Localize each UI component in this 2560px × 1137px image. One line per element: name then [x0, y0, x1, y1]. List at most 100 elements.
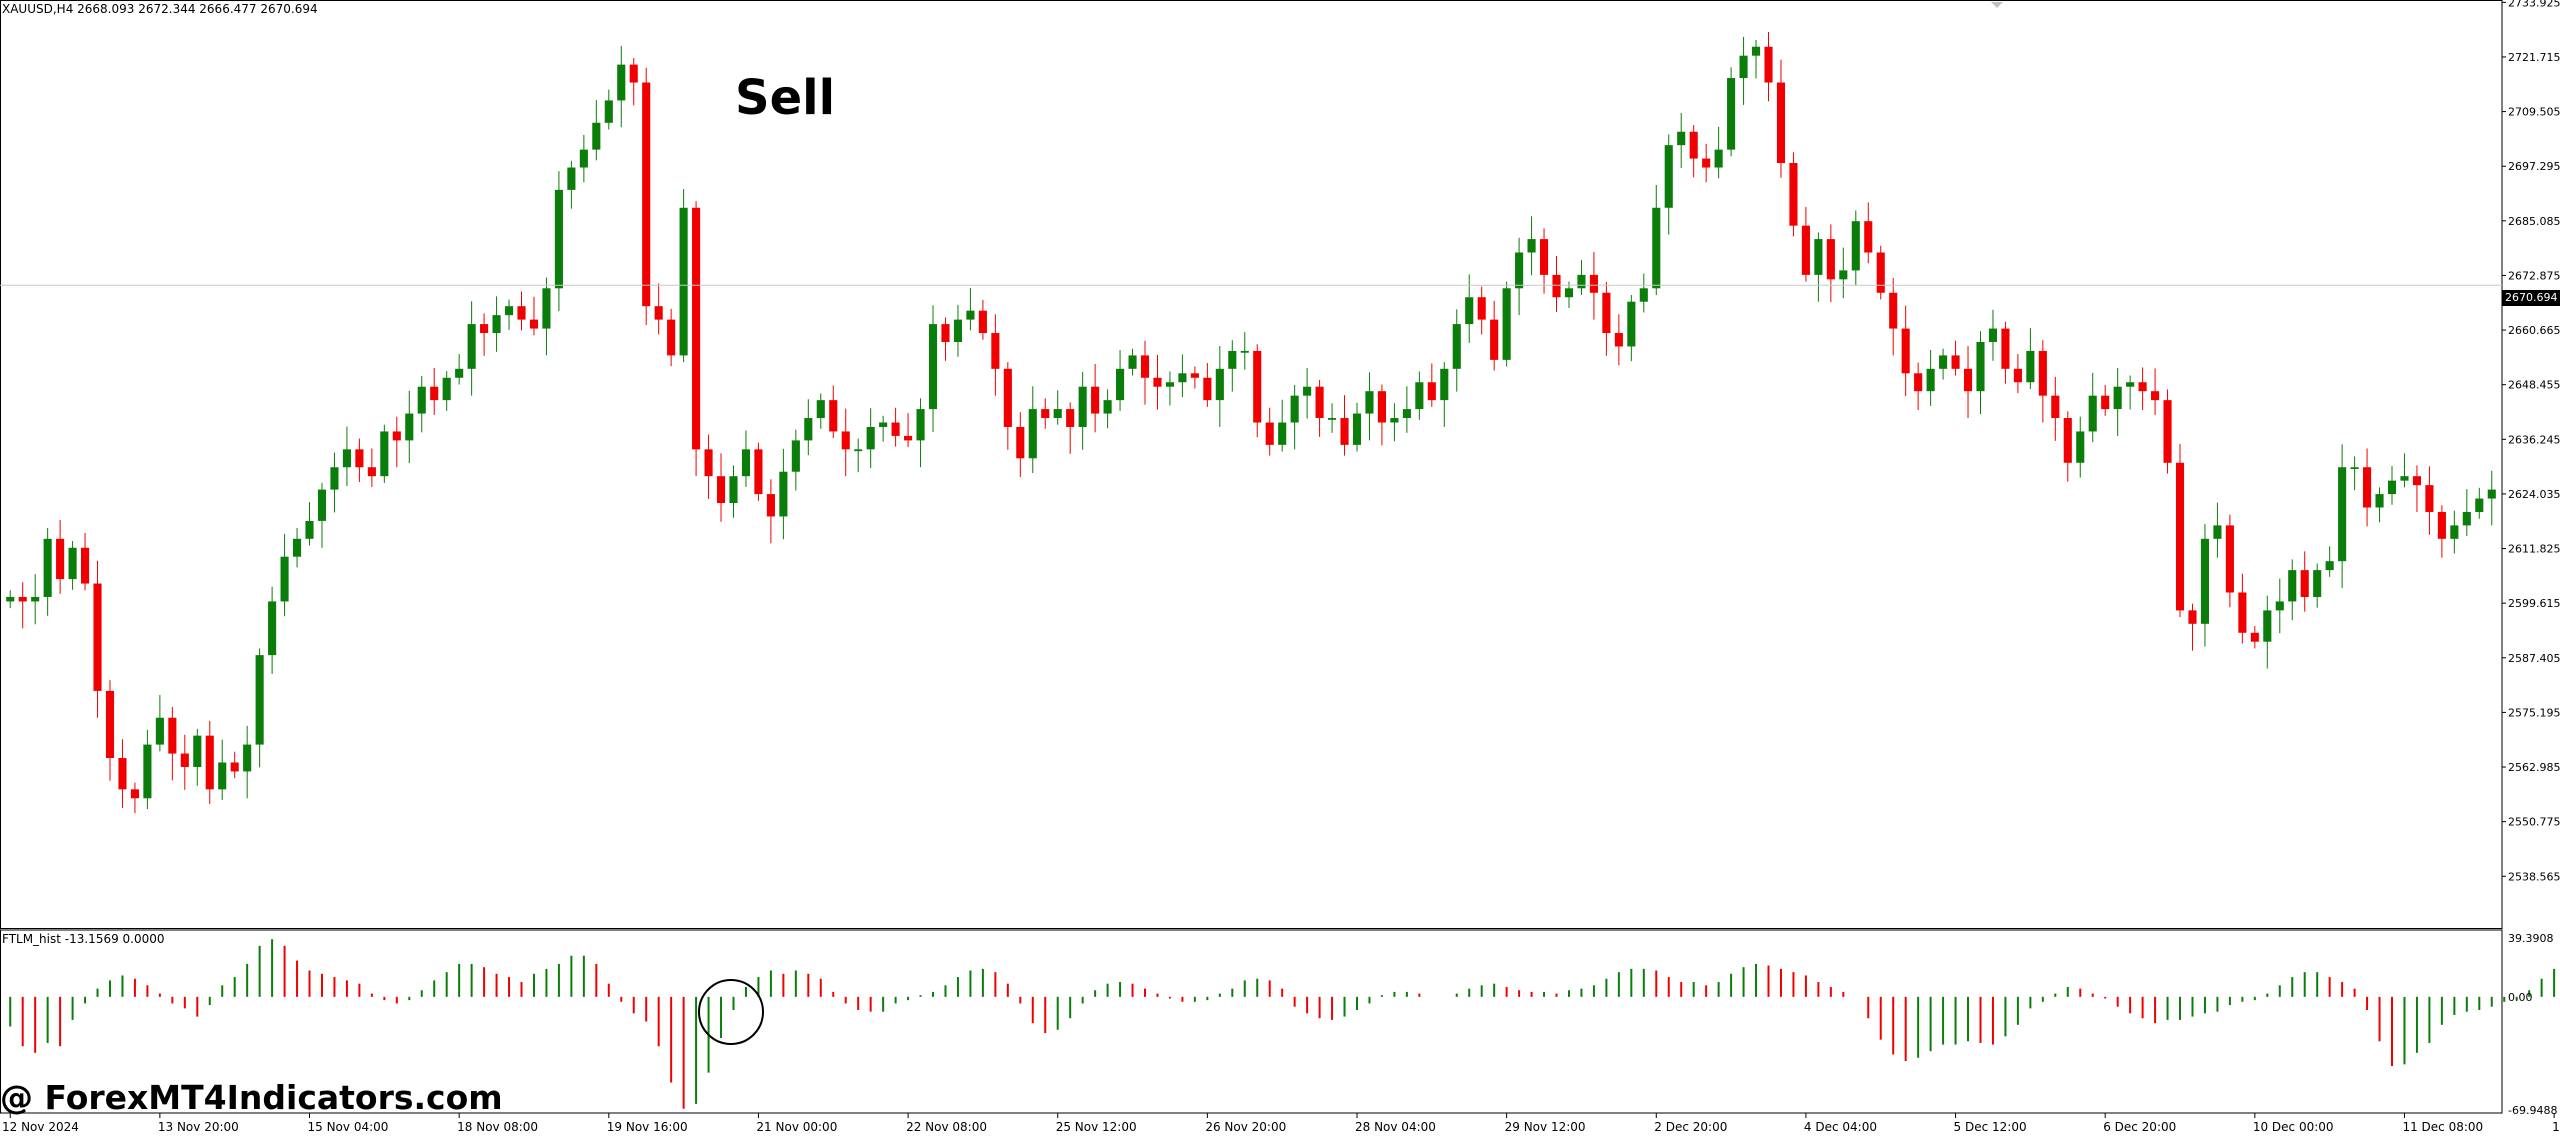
candle-body [2026, 350, 2035, 383]
candle-body [529, 319, 539, 329]
candle-body [1826, 239, 1835, 280]
candle-body [766, 494, 775, 517]
candle-body [704, 449, 713, 477]
candle-body [804, 418, 813, 441]
candle-body [18, 596, 27, 602]
candle-body [330, 467, 339, 490]
candle-body [2225, 525, 2234, 593]
candle-body [1714, 149, 1723, 168]
candle-body [1352, 413, 1362, 445]
candle-body [417, 386, 426, 414]
symbol-info: XAUUSD,H4 2668.093 2672.344 2666.477 267… [2, 2, 318, 16]
candle-body [2076, 431, 2085, 463]
x-tick-label: 10 Dec 00:00 [2253, 1120, 2334, 1134]
candle-body [31, 596, 40, 602]
candle-body [1914, 373, 1923, 392]
candle-body [1477, 297, 1486, 320]
x-tick-label: 12 Nov 2024 [2, 1120, 79, 1134]
candle-body [1190, 373, 1199, 378]
candle-body [542, 288, 551, 329]
main-chart-frame [0, 0, 2503, 1114]
candle-body [1564, 288, 1574, 298]
candle-body [1427, 382, 1436, 401]
y-tick-label: 2538.565 [2508, 870, 2560, 883]
candle-body [43, 538, 52, 597]
x-tick-label: 22 Nov 08:00 [906, 1120, 987, 1134]
candle-body [504, 306, 514, 316]
candle-body [1527, 239, 1536, 253]
candle-body [1776, 82, 1786, 164]
candle-body [2063, 418, 2072, 463]
candle-body [1652, 207, 1661, 289]
candle-body [1041, 409, 1050, 419]
y-tick-label: 2660.665 [2508, 324, 2560, 337]
candle-body [654, 306, 663, 320]
y-tick-label: 2587.405 [2508, 652, 2560, 665]
indicator-frame-border [0, 929, 2503, 1114]
candle-body [1290, 395, 1299, 423]
candle-body [2412, 476, 2421, 486]
y-tick-label: 2721.715 [2508, 51, 2560, 64]
y-tick-label: 2550.775 [2508, 816, 2560, 829]
candle-body [68, 547, 77, 580]
candle-body [1028, 409, 1037, 459]
candle-body [978, 310, 987, 334]
candle-body [2263, 610, 2272, 642]
scroll-marker-icon[interactable] [1991, 2, 2003, 8]
candle-body [2051, 395, 2060, 419]
candle-body [1377, 391, 1386, 423]
candle-body [442, 377, 451, 401]
indicator-y-tick-label: 39.3908 [2508, 932, 2554, 945]
candle-body [517, 306, 526, 320]
candle-body [1589, 274, 1598, 293]
main-frame-border [0, 0, 2503, 929]
candle-body [1876, 252, 1885, 293]
candle-body [56, 538, 65, 580]
x-tick-label: 26 Nov 20:00 [1205, 1120, 1286, 1134]
candle-body [692, 207, 701, 450]
candle-body [268, 601, 277, 656]
x-tick-label: 12 Dec 16:00 [2552, 1120, 2560, 1134]
candle-body [1078, 386, 1087, 427]
candle-body [2113, 386, 2122, 410]
candle-body [1664, 145, 1673, 208]
x-tick-label: 11 Dec 08:00 [2402, 1120, 2483, 1134]
candle-body [1988, 328, 1998, 342]
candle-body [1951, 355, 1960, 369]
candle-body [1639, 288, 1648, 302]
candle-body [866, 426, 875, 450]
candles-layer[interactable] [6, 31, 2496, 814]
candle-body [467, 324, 476, 369]
y-tick-label: 2733.925 [2508, 0, 2560, 9]
y-tick-label: 2624.035 [2508, 488, 2560, 501]
candle-body [941, 324, 950, 342]
candle-body [966, 310, 975, 320]
x-tick-label: 4 Dec 04:00 [1804, 1120, 1877, 1134]
candle-body [1452, 324, 1461, 369]
x-tick-label: 19 Nov 16:00 [607, 1120, 688, 1134]
candle-body [1727, 78, 1736, 150]
candle-body [1814, 239, 1823, 275]
candle-body [1801, 225, 1810, 275]
candle-body [155, 717, 164, 745]
candle-body [1515, 252, 1524, 289]
candle-body [1091, 386, 1100, 414]
candle-body [2238, 592, 2247, 633]
y-tick-label: 2636.245 [2508, 433, 2560, 446]
x-tick-label: 25 Nov 12:00 [1056, 1120, 1137, 1134]
candle-body [891, 422, 900, 436]
candle-body [2151, 391, 2160, 401]
candle-body [1851, 221, 1860, 271]
candle-body [2138, 382, 2147, 392]
indicator-histogram-layer[interactable] [9, 939, 2560, 1109]
candle-body [1976, 341, 1985, 392]
candle-body [1764, 46, 1773, 83]
x-tick-label: 6 Dec 20:00 [2103, 1120, 2176, 1134]
candle-body [1739, 55, 1748, 79]
candle-body [2213, 525, 2222, 539]
sell-annotation: Sell [735, 70, 836, 126]
candle-body [554, 189, 563, 289]
candle-body [305, 520, 314, 539]
